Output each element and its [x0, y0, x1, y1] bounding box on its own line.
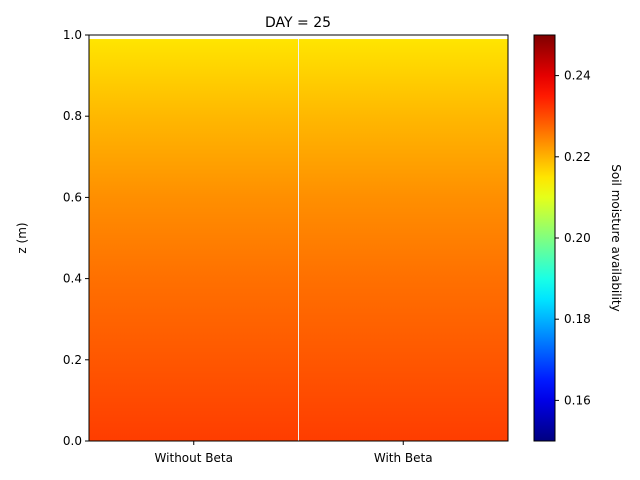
chart-title: DAY = 25 — [265, 15, 331, 31]
colorbar-label: Soil moisture availability — [609, 164, 623, 312]
y-axis-label: z (m) — [15, 222, 29, 253]
colorbar-tick-label: 0.18 — [564, 312, 591, 326]
colorbar: 0.16 0.18 0.20 0.22 0.24 — [533, 34, 591, 442]
y-tick-label: 0.2 — [63, 353, 82, 367]
y-tick-label: 0.6 — [63, 190, 82, 204]
heatmap-column — [89, 39, 299, 442]
colorbar-tick-label: 0.24 — [564, 69, 591, 83]
plot-area — [88, 34, 509, 442]
heatmap-cells — [89, 39, 508, 442]
y-tick-label: 0.0 — [63, 434, 82, 448]
x-axis: Without Beta With Beta — [155, 441, 433, 465]
colorbar-tick-label: 0.22 — [564, 150, 591, 164]
colorbar-tick-label: 0.20 — [564, 231, 591, 245]
y-axis: 0.0 0.2 0.4 0.6 0.8 1.0 — [63, 28, 89, 448]
x-tick-label: Without Beta — [155, 451, 233, 465]
heatmap-column — [298, 39, 508, 442]
x-tick-label: With Beta — [374, 451, 433, 465]
colorbar-ticks: 0.16 0.18 0.20 0.22 0.24 — [555, 69, 591, 407]
y-tick-label: 0.4 — [63, 272, 82, 286]
axes-frame — [88, 34, 509, 442]
y-tick-label: 1.0 — [63, 28, 82, 42]
colorbar-tick-label: 0.16 — [564, 393, 591, 407]
colorbar-gradient — [534, 35, 555, 441]
y-tick-label: 0.8 — [63, 109, 82, 123]
